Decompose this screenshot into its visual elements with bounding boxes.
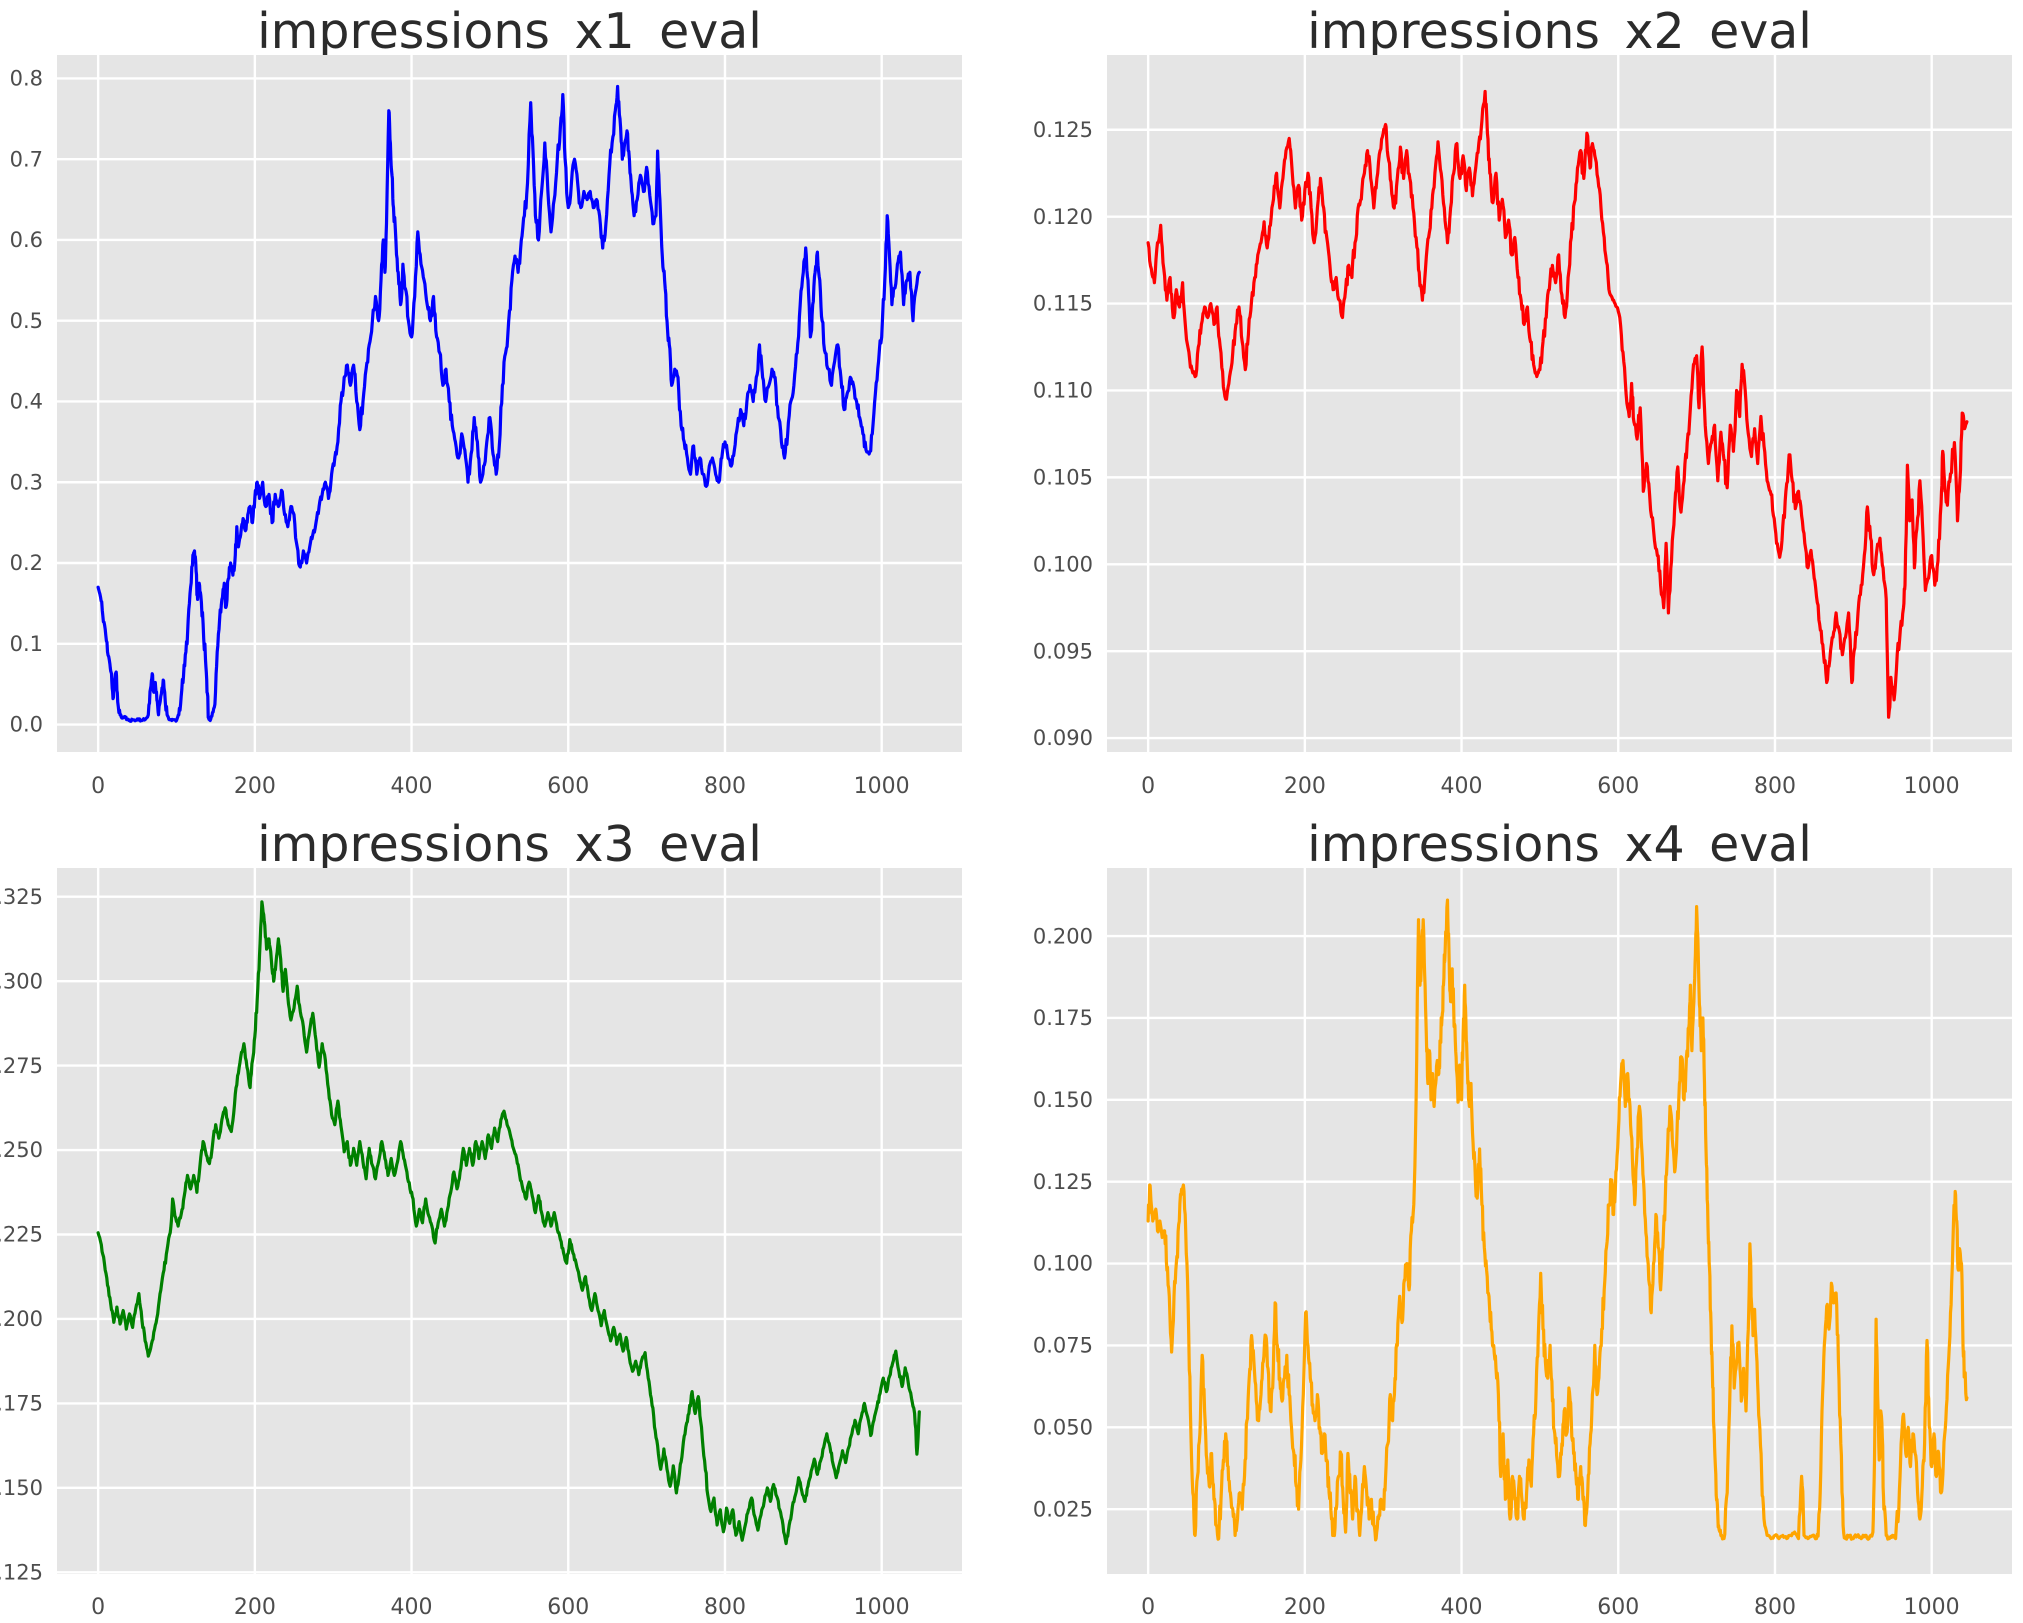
svg-text:0.090: 0.090 (1033, 726, 1093, 750)
svg-text:800: 800 (1754, 1595, 1796, 1620)
plot-area-x3: 0.125 0.150 0.175 0.200 0.225 0.250 0.275 0.300… (0, 868, 962, 1620)
svg-text:1000: 1000 (854, 1595, 910, 1620)
svg-text:200: 200 (1284, 774, 1326, 799)
svg-text:1000: 1000 (1904, 1595, 1960, 1620)
svg-text:400: 400 (391, 1595, 433, 1620)
svg-text:0.1: 0.1 (10, 632, 43, 656)
svg-text:0: 0 (1141, 1595, 1155, 1620)
svg-text:0.8: 0.8 (10, 67, 43, 91)
svg-text:0.6: 0.6 (10, 228, 43, 252)
svg-text:0.2: 0.2 (10, 551, 43, 575)
svg-text:400: 400 (391, 774, 433, 799)
svg-text:0.095: 0.095 (1033, 639, 1093, 663)
svg-text:0.7: 0.7 (10, 147, 43, 171)
svg-text:200: 200 (234, 1595, 276, 1620)
svg-text:0.325: 0.325 (0, 885, 43, 909)
svg-text:0.175: 0.175 (0, 1392, 43, 1416)
svg-text:0: 0 (91, 1595, 105, 1620)
svg-text:200: 200 (1284, 1595, 1326, 1620)
svg-text:0: 0 (1141, 774, 1155, 799)
svg-text:0.110: 0.110 (1033, 379, 1093, 403)
svg-text:0.150: 0.150 (1033, 1088, 1093, 1112)
svg-text:600: 600 (1597, 774, 1639, 799)
plot-area-x2: 0.090 0.095 0.100 0.105 0.110 0.115 0.120 0.125… (1033, 55, 2012, 799)
svg-text:400: 400 (1441, 1595, 1483, 1620)
svg-text:0.125: 0.125 (1033, 1170, 1093, 1194)
svg-text:0.050: 0.050 (1033, 1415, 1093, 1439)
svg-text:0.100: 0.100 (1033, 1252, 1093, 1276)
chart-title-x1: impressions_x1_eval (257, 3, 762, 60)
svg-text:0.200: 0.200 (0, 1307, 43, 1331)
svg-text:0.5: 0.5 (10, 309, 43, 333)
chart-title-x4: impressions_x4_eval (1307, 816, 1812, 873)
svg-text:0.025: 0.025 (1033, 1497, 1093, 1521)
svg-text:0.100: 0.100 (1033, 552, 1093, 576)
svg-text:800: 800 (1754, 774, 1796, 799)
svg-text:800: 800 (704, 774, 746, 799)
svg-text:600: 600 (547, 1595, 589, 1620)
svg-text:200: 200 (234, 774, 276, 799)
svg-text:0.075: 0.075 (1033, 1334, 1093, 1358)
chart-title-x3: impressions_x3_eval (257, 816, 762, 873)
svg-text:0.120: 0.120 (1033, 205, 1093, 229)
svg-text:0.4: 0.4 (10, 390, 43, 414)
svg-text:0.150: 0.150 (0, 1476, 43, 1500)
plot-area-x4: 0.025 0.050 0.075 0.100 0.125 0.150 0.175 0.200… (1033, 868, 2012, 1620)
plot-area-x1: 0.0 0.1 0.2 0.3 0.4 0.5 0.6 0.7 0.8 0 200 400 600 800… (10, 55, 962, 799)
svg-text:0.300: 0.300 (0, 969, 43, 993)
svg-text:0.125: 0.125 (1033, 118, 1093, 142)
svg-text:600: 600 (1597, 1595, 1639, 1620)
svg-text:0.105: 0.105 (1033, 466, 1093, 490)
svg-text:400: 400 (1441, 774, 1483, 799)
chart-title-x2: impressions_x2_eval (1307, 3, 1812, 60)
svg-text:0.275: 0.275 (0, 1054, 43, 1078)
svg-text:0.115: 0.115 (1033, 292, 1093, 316)
svg-text:0.250: 0.250 (0, 1138, 43, 1162)
svg-text:800: 800 (704, 1595, 746, 1620)
svg-text:1000: 1000 (1904, 774, 1960, 799)
svg-text:0.0: 0.0 (10, 713, 43, 737)
svg-text:0.175: 0.175 (1033, 1006, 1093, 1030)
svg-text:0.225: 0.225 (0, 1223, 43, 1247)
svg-text:0.3: 0.3 (10, 470, 43, 494)
svg-text:0.125: 0.125 (0, 1560, 43, 1584)
svg-text:600: 600 (547, 774, 589, 799)
svg-text:1000: 1000 (854, 774, 910, 799)
svg-text:0: 0 (91, 774, 105, 799)
svg-text:0.200: 0.200 (1033, 924, 1093, 948)
